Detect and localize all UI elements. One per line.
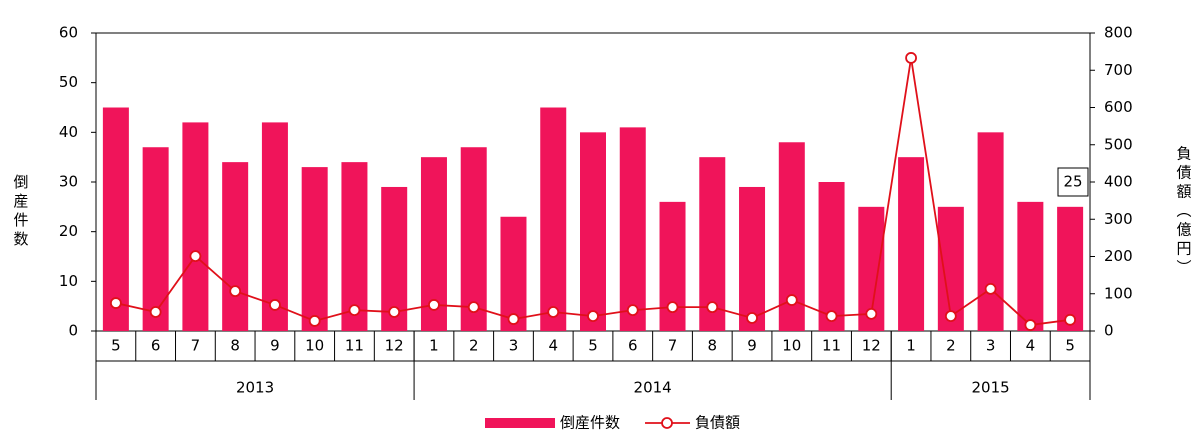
line-marker <box>428 299 440 311</box>
y2-tick-label: 600 <box>1104 98 1133 116</box>
x-tick-label: 1 <box>429 337 439 355</box>
x-tick-label: 1 <box>906 337 916 355</box>
bar <box>540 107 567 331</box>
x-tick-label: 10 <box>782 337 801 355</box>
line-marker <box>1064 313 1077 326</box>
y2-tick-label: 100 <box>1104 284 1133 302</box>
x-tick-label: 12 <box>385 337 404 355</box>
bar <box>580 132 606 331</box>
line-marker <box>785 294 798 306</box>
x-tick-label: 6 <box>628 337 638 355</box>
y-tick-label: 50 <box>59 73 78 91</box>
annotation-box <box>1057 167 1089 197</box>
line-marker <box>388 306 401 318</box>
y-tick-label: 20 <box>59 222 78 240</box>
x-tick-label: 4 <box>548 337 558 355</box>
bar <box>460 147 487 331</box>
line-marker <box>348 304 361 317</box>
line-marker <box>666 301 679 314</box>
x-tick-label: 4 <box>1026 337 1036 355</box>
y-tick-label: 0 <box>68 322 78 340</box>
y-tick-label: 60 <box>59 24 78 42</box>
bar <box>301 167 328 331</box>
x-tick-label: 11 <box>822 337 841 355</box>
y-tick-label: 40 <box>59 123 78 141</box>
year-label: 2013 <box>236 379 274 397</box>
x-tick-label: 6 <box>151 337 161 355</box>
y2-tick-label: 0 <box>1104 322 1114 340</box>
x-tick-label: 3 <box>509 337 519 355</box>
x-tick-label: 8 <box>708 337 718 355</box>
y2-tick-label: 400 <box>1104 173 1133 191</box>
annotation: 25 <box>1063 173 1082 191</box>
line-marker <box>308 315 321 327</box>
y2-tick-label: 200 <box>1104 247 1133 265</box>
line-marker <box>467 301 480 314</box>
y2-tick-label: 500 <box>1104 135 1133 153</box>
x-tick-label: 2 <box>946 337 956 355</box>
y2-tick-label: 700 <box>1104 61 1133 79</box>
year-label: 2014 <box>634 379 672 397</box>
x-tick-label: 7 <box>191 337 201 355</box>
bar <box>1017 201 1044 331</box>
line-marker <box>984 283 997 295</box>
y-tick-label: 10 <box>59 272 78 290</box>
bar <box>898 157 925 331</box>
bar <box>818 182 845 331</box>
bar <box>222 162 249 331</box>
line-marker <box>189 250 202 263</box>
x-tick-label: 10 <box>305 337 324 355</box>
line-marker <box>825 310 838 323</box>
line-marker <box>587 310 599 323</box>
x-tick-label: 5 <box>111 337 121 355</box>
x-tick-label: 5 <box>588 337 598 355</box>
line-marker <box>1024 319 1037 331</box>
y2-tick-label: 800 <box>1104 24 1133 42</box>
line-marker <box>905 52 917 64</box>
bar <box>739 186 766 331</box>
x-tick-label: 3 <box>986 337 996 355</box>
x-tick-label: 2 <box>469 337 479 355</box>
line-marker <box>109 297 122 309</box>
x-tick-label: 7 <box>668 337 678 355</box>
line-marker <box>149 306 162 318</box>
y2-axis-label: 負債額（億円） <box>1175 146 1193 279</box>
x-tick-label: 8 <box>230 337 240 355</box>
x-tick-label: 11 <box>345 337 364 355</box>
bar <box>182 122 209 332</box>
line-marker <box>626 304 639 317</box>
line-marker <box>944 310 957 323</box>
legend-marker <box>661 417 673 429</box>
line-marker <box>547 306 560 318</box>
bar <box>500 216 527 331</box>
legend-label: 倒産件数 <box>560 414 620 432</box>
y2-tick-label: 300 <box>1104 210 1133 228</box>
legend-swatch <box>485 418 555 428</box>
bar <box>142 147 169 331</box>
bar <box>977 132 1004 331</box>
x-tick-label: 9 <box>747 337 757 355</box>
bar <box>619 127 646 331</box>
bar <box>341 162 368 331</box>
x-tick-label: 5 <box>1065 337 1075 355</box>
bar <box>102 107 129 331</box>
bar <box>1057 206 1084 331</box>
line-marker <box>269 299 281 311</box>
x-tick-label: 12 <box>862 337 881 355</box>
line-marker <box>865 307 878 320</box>
x-tick-label: 9 <box>270 337 280 355</box>
legend-label: 負債額 <box>695 414 740 432</box>
year-label: 2015 <box>972 379 1010 397</box>
line-marker <box>706 301 719 314</box>
y-axis-label: 倒産件数 <box>12 174 30 250</box>
line-marker <box>746 312 758 324</box>
line-marker <box>507 313 520 325</box>
line-marker <box>229 285 242 298</box>
bar <box>261 122 288 332</box>
y-tick-label: 30 <box>59 173 78 191</box>
